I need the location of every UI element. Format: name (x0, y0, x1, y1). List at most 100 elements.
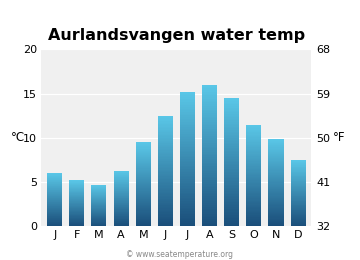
Bar (158, 146, 173, 147)
Bar (69, 180, 84, 181)
Bar (269, 146, 284, 147)
Bar (91, 207, 107, 208)
Bar (269, 141, 284, 142)
Bar (180, 92, 195, 94)
Bar (224, 200, 239, 202)
Bar (180, 159, 195, 161)
Bar (47, 203, 62, 204)
Bar (47, 178, 62, 179)
Bar (224, 222, 239, 223)
Bar (158, 170, 173, 171)
Bar (136, 162, 151, 163)
Bar (158, 150, 173, 152)
Bar (180, 102, 195, 103)
Bar (224, 111, 239, 112)
Bar (246, 165, 261, 166)
Bar (158, 116, 173, 117)
Bar (136, 142, 151, 143)
Bar (91, 222, 107, 223)
Bar (224, 209, 239, 210)
Bar (291, 169, 306, 170)
Bar (202, 193, 217, 194)
Bar (47, 180, 62, 181)
Bar (291, 209, 306, 210)
Bar (291, 167, 306, 168)
Bar (202, 87, 217, 88)
Bar (202, 141, 217, 143)
Bar (202, 216, 217, 217)
Bar (224, 133, 239, 135)
Bar (136, 168, 151, 170)
Bar (246, 168, 261, 169)
Bar (246, 216, 261, 217)
Bar (69, 221, 84, 222)
Bar (246, 224, 261, 225)
Bar (224, 122, 239, 124)
Bar (291, 216, 306, 217)
Bar (291, 201, 306, 202)
Bar (91, 192, 107, 193)
Bar (224, 141, 239, 143)
Bar (269, 192, 284, 193)
Bar (113, 202, 129, 203)
Bar (136, 200, 151, 201)
Bar (47, 190, 62, 191)
Bar (113, 179, 129, 180)
Bar (291, 208, 306, 209)
Bar (202, 113, 217, 115)
Bar (269, 224, 284, 225)
Bar (246, 139, 261, 140)
Bar (269, 214, 284, 215)
Bar (269, 222, 284, 223)
Bar (158, 160, 173, 161)
Bar (69, 211, 84, 212)
Bar (47, 209, 62, 210)
Bar (113, 193, 129, 194)
Bar (136, 152, 151, 153)
Bar (47, 211, 62, 212)
Bar (113, 189, 129, 190)
Bar (246, 135, 261, 136)
Bar (224, 157, 239, 159)
Bar (246, 147, 261, 149)
Bar (91, 202, 107, 203)
Bar (47, 193, 62, 194)
Bar (202, 210, 217, 212)
Bar (136, 202, 151, 203)
Bar (136, 205, 151, 206)
Bar (158, 222, 173, 223)
Bar (180, 114, 195, 115)
Bar (180, 95, 195, 97)
Bar (113, 210, 129, 211)
Bar (91, 217, 107, 218)
Bar (246, 150, 261, 151)
Bar (113, 224, 129, 225)
Bar (246, 221, 261, 222)
Bar (158, 161, 173, 163)
Bar (180, 166, 195, 167)
Bar (91, 188, 107, 189)
Bar (202, 97, 217, 99)
Bar (113, 178, 129, 179)
Bar (291, 173, 306, 174)
Bar (91, 199, 107, 200)
Bar (291, 191, 306, 192)
Bar (246, 193, 261, 194)
Bar (202, 186, 217, 187)
Bar (291, 212, 306, 213)
Bar (158, 128, 173, 129)
Bar (291, 202, 306, 203)
Bar (69, 187, 84, 188)
Bar (269, 140, 284, 141)
Bar (136, 217, 151, 218)
Bar (91, 208, 107, 209)
Bar (202, 145, 217, 147)
Bar (224, 143, 239, 145)
Bar (136, 198, 151, 199)
Bar (47, 200, 62, 201)
Bar (113, 184, 129, 185)
Bar (113, 206, 129, 207)
Bar (91, 191, 107, 192)
Bar (180, 187, 195, 189)
Bar (158, 215, 173, 217)
